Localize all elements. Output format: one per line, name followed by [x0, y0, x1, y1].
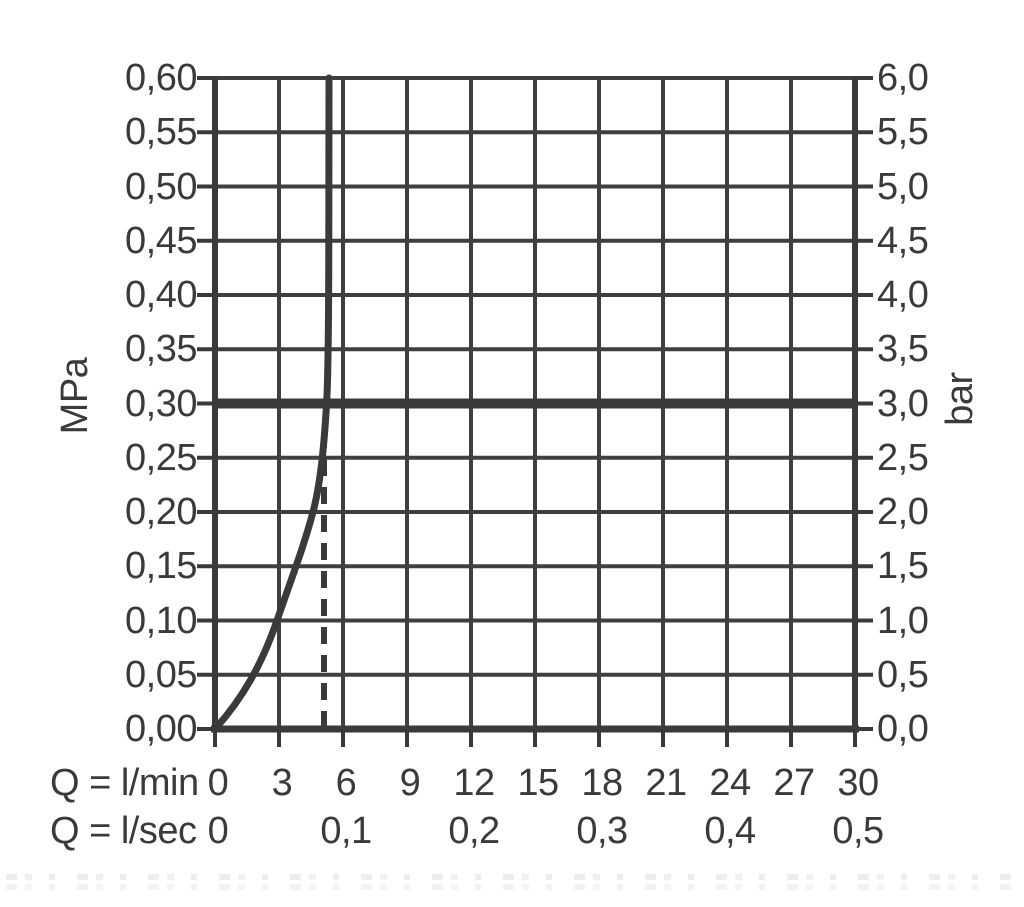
mpa-tick-label: 0,10 [125, 600, 197, 642]
lmin-tick-label: 30 [837, 762, 879, 804]
lsec-tick-label: 0,5 [832, 810, 884, 852]
mpa-tick-label: 0,00 [125, 708, 197, 750]
mpa-tick-label: 0,55 [125, 111, 197, 153]
mpa-tick-label: 0,50 [125, 166, 197, 208]
bar-tick-label: 1,0 [877, 600, 929, 642]
bar-tick-label: 2,5 [877, 437, 929, 479]
bar-tick-label: 0,0 [877, 708, 929, 750]
mpa-tick-label: 0,05 [125, 654, 197, 696]
lmin-tick-label: 6 [335, 762, 357, 804]
lmin-tick-label: 27 [773, 762, 815, 804]
lmin-tick-label: 3 [271, 762, 293, 804]
mpa-tick-label: 0,60 [125, 57, 197, 99]
bar-tick-label: 3,0 [877, 383, 929, 425]
bar-tick-label: 1,5 [877, 545, 929, 587]
flow-curve [211, 74, 333, 733]
bar-tick-label: 4,5 [877, 220, 929, 262]
mpa-tick-label: 0,35 [125, 328, 197, 370]
mpa-tick-label: 0,25 [125, 437, 197, 479]
bar-tick-label: 0,5 [877, 654, 929, 696]
lmin-tick-label: 21 [645, 762, 687, 804]
mpa-tick-label: 0,45 [125, 220, 197, 262]
x-axis-label-lsec: Q = l/sec [50, 810, 197, 852]
bar-tick-label: 4,0 [877, 274, 929, 316]
lsec-tick-label: 0,2 [448, 810, 500, 852]
axis-tick-marks [197, 76, 873, 747]
bar-tick-label: 5,5 [877, 111, 929, 153]
lsec-tick-label: 0,3 [576, 810, 628, 852]
lmin-tick-label: 0 [207, 762, 229, 804]
lsec-tick-label: 0,1 [320, 810, 372, 852]
x-axis-label-lmin: Q = l/min [50, 762, 199, 804]
bar-tick-label: 2,0 [877, 491, 929, 533]
lmin-tick-label: 12 [453, 762, 495, 804]
mpa-tick-label: 0,30 [125, 383, 197, 425]
mpa-tick-label: 0,40 [125, 274, 197, 316]
mpa-tick-label: 0,15 [125, 545, 197, 587]
bar-tick-label: 6,0 [877, 57, 929, 99]
lmin-tick-label: 24 [709, 762, 751, 804]
lmin-tick-label: 18 [581, 762, 623, 804]
lsec-tick-label: 0,4 [704, 810, 756, 852]
scan-artifact-strip [6, 884, 1016, 890]
mpa-tick-label: 0,20 [125, 491, 197, 533]
lmin-tick-label: 15 [517, 762, 559, 804]
bar-tick-label: 5,0 [877, 166, 929, 208]
lmin-tick-label: 9 [399, 762, 421, 804]
lsec-tick-label: 0 [207, 810, 229, 852]
bar-tick-label: 3,5 [877, 328, 929, 370]
scan-artifact-strip [6, 874, 1016, 880]
